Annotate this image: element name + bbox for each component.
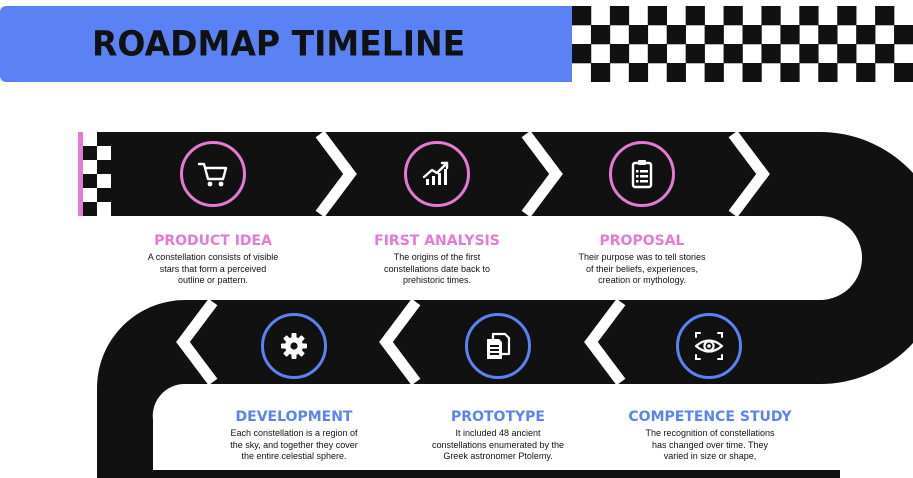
checker-cell	[780, 25, 800, 45]
step-title-prototype: PROTOTYPE	[451, 409, 545, 425]
chevron-mid-1	[584, 298, 626, 386]
checker-cell	[818, 25, 838, 45]
step-icon-product-idea	[180, 141, 246, 207]
road-right-curve	[820, 132, 913, 384]
checker-cell	[590, 63, 611, 82]
checker-cell	[894, 25, 913, 45]
step-title-competence-study: COMPETENCE STUDY	[628, 409, 792, 425]
growth-chart-icon	[422, 161, 449, 185]
checker-cell	[628, 63, 649, 82]
chevron-mid-3	[176, 298, 218, 386]
checker-cell	[761, 6, 781, 26]
checker-cell	[685, 6, 705, 26]
step-desc-product-idea: A constellation consists of visible star…	[147, 252, 279, 285]
checker-cell	[572, 6, 592, 26]
checker-cell	[742, 63, 762, 82]
chevron-top-1	[315, 130, 357, 218]
gear-icon	[281, 333, 307, 359]
checker-cell	[590, 25, 611, 45]
header-banner	[0, 6, 572, 82]
checker-cell	[799, 6, 819, 26]
checker-cell	[572, 44, 592, 64]
eye-icon	[694, 332, 724, 360]
checker-cell	[628, 25, 649, 45]
step-title-product-idea: PRODUCT IDEA	[154, 233, 272, 249]
step-title-first-analysis: FIRST ANALYSIS	[374, 233, 500, 249]
checker-cell	[742, 25, 762, 45]
step-icon-proposal	[609, 141, 675, 207]
step-desc-first-analysis: The origins of the first constellations …	[383, 252, 491, 285]
documents-icon	[487, 332, 511, 359]
checker-cell	[704, 25, 724, 45]
road-left-curve	[97, 300, 185, 478]
chevron-mid-2	[379, 298, 421, 386]
checker-cell	[894, 63, 913, 82]
checker-cell	[609, 44, 630, 64]
checker-cell	[704, 63, 724, 82]
checker-cell	[837, 44, 857, 64]
step-icon-prototype	[465, 313, 531, 379]
checker-cell	[856, 63, 876, 82]
checker-cell	[609, 6, 630, 26]
step-title-development: DEVELOPMENT	[235, 409, 353, 425]
checker-cell	[818, 63, 838, 82]
page-title: ROADMAP TIMELINE	[92, 23, 466, 64]
clipboard-icon	[631, 160, 653, 189]
step-icon-first-analysis	[404, 141, 470, 207]
road-bottom-lane	[150, 470, 840, 478]
checker-cell	[647, 6, 668, 26]
checker-cell	[666, 63, 686, 82]
checker-cell	[799, 44, 819, 64]
step-desc-development: Each constellation is a region of the sk…	[230, 428, 358, 461]
checkerboard-decoration	[572, 6, 913, 82]
checker-cell	[856, 25, 876, 45]
chevron-top-3	[728, 130, 770, 218]
step-title-proposal: PROPOSAL	[599, 233, 685, 249]
shopping-cart-icon	[197, 162, 228, 187]
chevron-top-2	[521, 130, 563, 218]
checker-cell	[875, 6, 895, 26]
step-desc-competence-study: The recognition of constellations has ch…	[645, 428, 775, 461]
checker-cell	[761, 44, 781, 64]
checker-cell	[780, 63, 800, 82]
checker-cell	[685, 44, 705, 64]
checker-cell	[875, 44, 895, 64]
step-icon-development	[261, 313, 327, 379]
start-flag-checker	[83, 132, 111, 216]
step-desc-prototype: It included 48 ancient constellations en…	[431, 428, 565, 461]
checker-cell	[837, 6, 857, 26]
checker-cell	[666, 25, 686, 45]
step-desc-proposal: Their purpose was to tell stories of the…	[578, 252, 706, 285]
start-flag-pole	[78, 132, 83, 216]
checker-cell	[723, 44, 743, 64]
step-icon-competence-study	[676, 313, 742, 379]
checker-cell	[723, 6, 743, 26]
checker-cell	[647, 44, 668, 64]
